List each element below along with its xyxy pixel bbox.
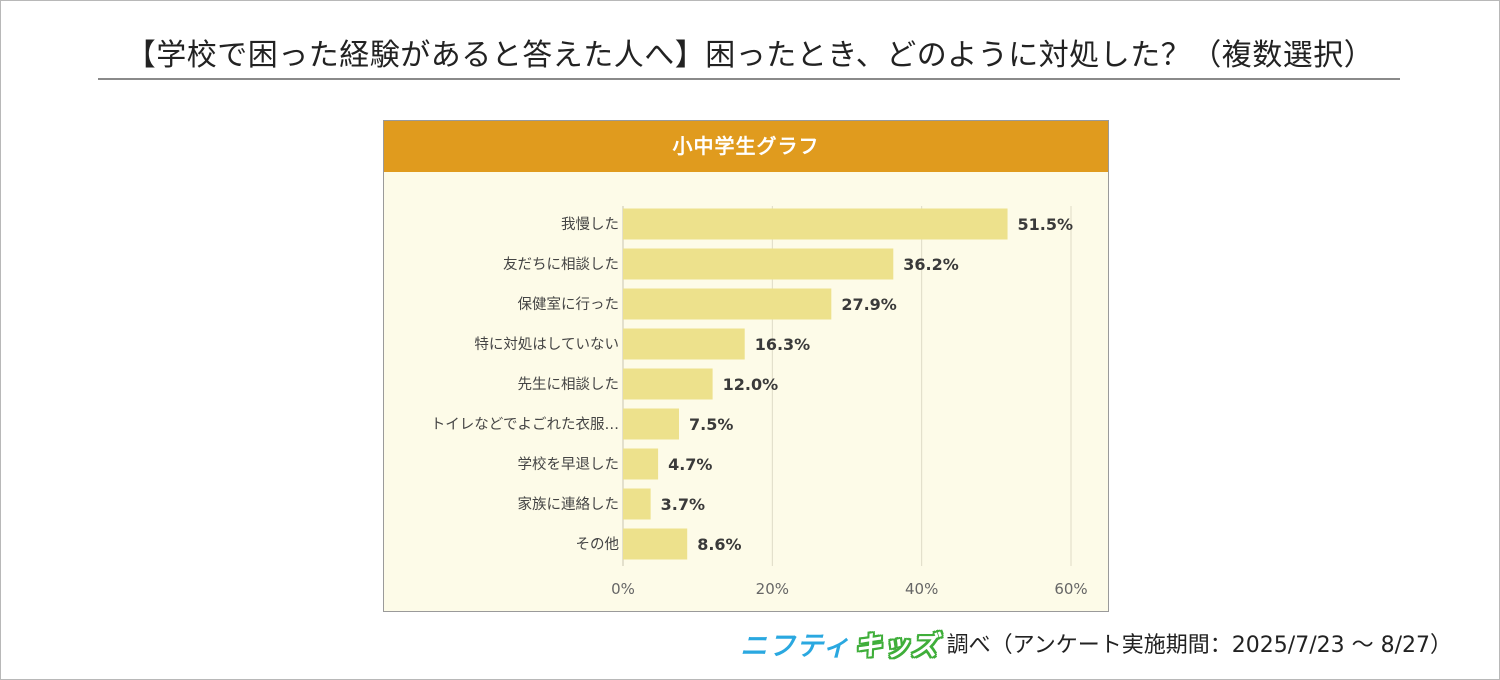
bar-chart: 0% 20% 40% 60% 我慢した 51.5% 友だちに相談した 36.2% 保健室に行った… (431, 206, 1088, 598)
category-label: 保健室に行った (518, 296, 620, 313)
brand-logo-part1: ニフティ (740, 630, 851, 662)
value-label: 8.6% (697, 535, 741, 554)
category-label: 学校を早退した (518, 456, 620, 473)
category-label: 先生に相談した (518, 376, 620, 393)
bar (623, 208, 1008, 240)
x-tick-label: 40% (905, 580, 938, 598)
category-label: 友だちに相談した (503, 256, 619, 273)
page-title: 【学校で困った経験があると答えた人へ】困ったとき、どのように対処した？（複数選択… (125, 38, 1375, 73)
category-label: トイレなどでよごれた衣服… (431, 416, 619, 433)
bar (623, 448, 659, 480)
bar (623, 488, 651, 520)
category-label: 家族に連絡した (518, 496, 620, 513)
source-note: 調べ（アンケート実施期間：2025/7/23 ～ 8/27） (946, 633, 1452, 658)
value-label: 7.5% (689, 415, 733, 434)
category-label: 我慢した (561, 216, 619, 233)
brand-logo: ニフティ キッズ (740, 624, 938, 663)
bar (623, 528, 688, 560)
value-label: 16.3% (755, 335, 811, 354)
category-label: 特に対処はしていない (474, 336, 619, 353)
value-label: 3.7% (661, 495, 705, 514)
chart-panel: 小中学生グラフ (383, 120, 1109, 612)
bar (623, 368, 713, 400)
bar (623, 288, 832, 320)
bar (623, 408, 679, 440)
value-label: 4.7% (668, 455, 712, 474)
footer: ニフティ キッズ 調べ（アンケート実施期間：2025/7/23 ～ 8/27） (740, 624, 1452, 663)
value-label: 51.5% (1018, 215, 1074, 234)
bar (623, 248, 894, 280)
x-tick-label: 0% (611, 580, 635, 598)
value-label: 27.9% (841, 295, 897, 314)
x-tick-label: 20% (756, 580, 789, 598)
value-label: 36.2% (903, 255, 959, 274)
category-label: その他 (576, 536, 620, 553)
bar (623, 328, 745, 360)
panel-title: 小中学生グラフ (384, 121, 1108, 172)
x-tick-label: 60% (1054, 580, 1087, 598)
brand-logo-part2: キッズ (854, 630, 939, 662)
title-underline (98, 78, 1400, 80)
value-label: 12.0% (723, 375, 779, 394)
